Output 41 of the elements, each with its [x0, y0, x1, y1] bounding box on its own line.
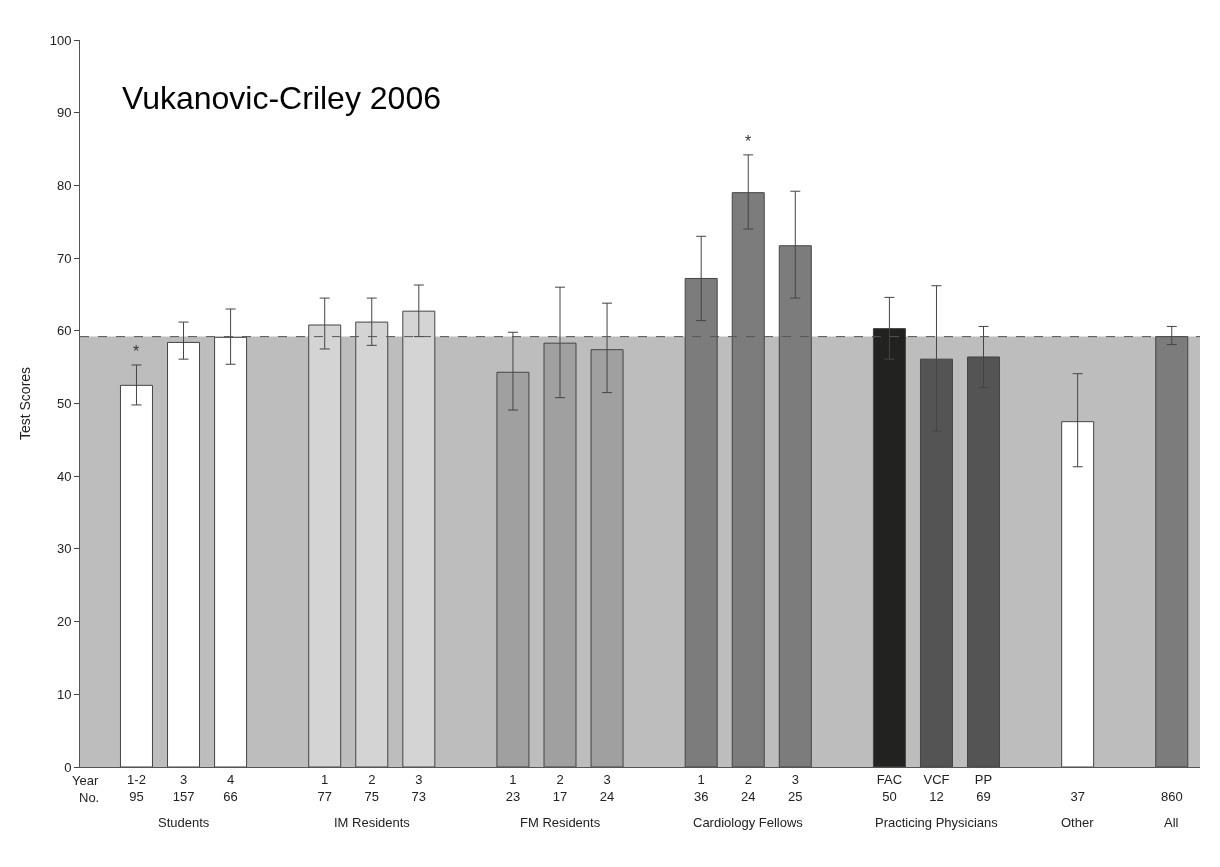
- text: Practicing Physicians: [875, 815, 999, 830]
- x-tick-label: 860: [1160, 788, 1183, 804]
- y-tick-label: 10: [56, 686, 72, 702]
- annotation: *: [745, 133, 752, 150]
- x-tick-label: 3 24: [599, 771, 615, 804]
- x-tick-label: 1 36: [693, 771, 709, 804]
- y-axis-title: Test Scores: [17, 366, 34, 441]
- text: Cardiology Fellows: [693, 815, 804, 830]
- y-tick-label: 80: [56, 177, 72, 193]
- x-tick-label: VCF 12: [923, 771, 950, 804]
- text: Students: [158, 815, 210, 830]
- annotation: *: [133, 343, 140, 360]
- text: Year: [72, 773, 99, 788]
- y-tick-label: 60: [56, 323, 72, 339]
- text: All: [1164, 815, 1179, 830]
- x-tick-label: 4 66: [223, 771, 238, 804]
- y-tick-label: 70: [56, 250, 72, 266]
- y-tick-label: 0: [64, 759, 72, 775]
- y-tick-label: 20: [56, 614, 72, 630]
- text: No.: [79, 790, 100, 805]
- x-tick-label: PP 69: [974, 771, 993, 804]
- text: FM Residents: [520, 815, 601, 830]
- y-tick-label: 90: [56, 105, 72, 121]
- y-tick-label: 40: [56, 468, 72, 484]
- y-tick-label: 30: [56, 541, 72, 557]
- x-tick-label: FAC 50: [876, 771, 903, 804]
- x-tick-label: 1-2 95: [127, 771, 146, 804]
- y-tick-label: 100: [49, 32, 72, 48]
- text: Other: [1061, 815, 1095, 830]
- text: IM Residents: [334, 815, 411, 830]
- x-tick-label: 1 23: [505, 771, 521, 804]
- x-tick-label: 37: [1070, 788, 1085, 804]
- x-tick-label: 2 24: [741, 771, 756, 804]
- x-tick-label: 3 73: [411, 771, 427, 804]
- x-tick-label: 2 17: [552, 771, 568, 804]
- text: Vukanovic-Criley 2006: [122, 80, 441, 117]
- x-tick-label: 2 75: [364, 771, 379, 804]
- x-tick-label: 3 25: [788, 771, 803, 804]
- x-tick-label: 1 77: [317, 771, 332, 804]
- y-tick-label: 50: [56, 396, 72, 412]
- x-tick-label: 3 157: [172, 771, 195, 804]
